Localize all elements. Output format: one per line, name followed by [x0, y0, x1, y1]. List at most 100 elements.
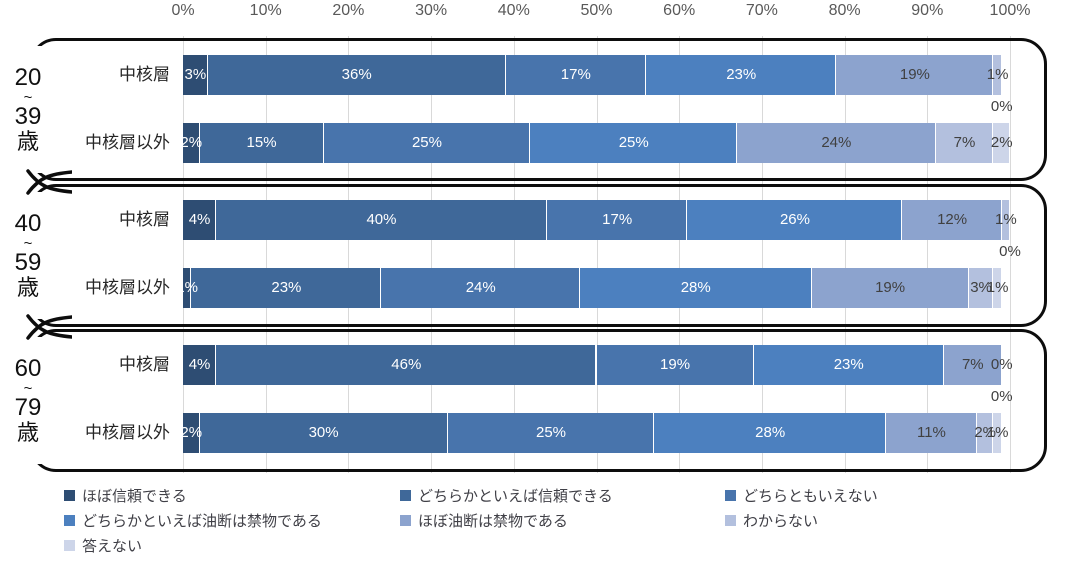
age-label-line: 歳	[16, 420, 39, 446]
group-divider-chevron-icon	[16, 167, 74, 197]
bar-segment	[596, 345, 754, 385]
bar-segment	[546, 200, 688, 240]
bar-segment-value-label: 40%	[366, 211, 397, 228]
bar-segment	[993, 268, 1002, 308]
age-label-line: ~	[23, 234, 33, 252]
legend-label: わからない	[743, 513, 819, 530]
bar-segment-value-label: 0%	[990, 356, 1013, 373]
bar-segment-value-label: 19%	[899, 66, 930, 83]
bar-segment	[183, 413, 200, 453]
x-axis-tick-label: 70%	[745, 2, 778, 19]
age-group-label: 40 ~59 歳	[5, 192, 51, 319]
bar-segment	[902, 200, 1002, 240]
bar-segment	[737, 123, 936, 163]
bar-segment	[381, 268, 580, 308]
gridline	[183, 36, 184, 473]
bar-segment-value-label: 2%	[974, 424, 997, 441]
x-axis-tick-label: 40%	[497, 2, 530, 19]
x-axis-tick-label: 50%	[580, 2, 613, 19]
bar-segment	[654, 413, 886, 453]
bar-segment-value-label: 7%	[961, 356, 984, 373]
bar-segment-value-label: 2%	[180, 134, 203, 151]
bar-segment-value-label: 17%	[602, 211, 633, 228]
gridline	[1010, 36, 1011, 473]
bar-segment-value-label: 0%	[990, 98, 1013, 115]
bar-segment	[976, 413, 994, 453]
bar-segment	[811, 268, 969, 308]
bar-segment	[687, 200, 903, 240]
bar-segment	[530, 123, 738, 163]
bar-segment-value-label: 1%	[986, 424, 1009, 441]
gridline	[761, 36, 763, 473]
bar-segment	[993, 413, 1002, 453]
legend-label: どちらともいえない	[743, 488, 878, 505]
legend-swatch	[64, 490, 75, 501]
bar-segment-value-label: 2%	[180, 424, 203, 441]
bar-segment-value-label: 23%	[833, 356, 864, 373]
age-group-label: 20 ~39 歳	[5, 46, 51, 173]
bar-segment	[183, 268, 192, 308]
bar-segment-value-label: 24%	[465, 279, 496, 296]
bar-segment	[993, 55, 1002, 95]
bar-segment-value-label: 19%	[660, 356, 691, 373]
bar-segment	[753, 345, 944, 385]
legend-label: どちらかといえば信頼できる	[418, 488, 613, 505]
legend-item: どちらともいえない	[725, 485, 1054, 506]
category-label: 中核層以外	[85, 133, 170, 152]
age-label-line: 59	[14, 249, 42, 277]
bar-segment	[216, 200, 547, 240]
legend-label: ほぼ油断は禁物である	[418, 513, 568, 530]
bar-segment-value-label: 46%	[391, 356, 422, 373]
age-label-line: 39	[14, 103, 42, 131]
bar-segment	[579, 268, 812, 308]
legend-item: どちらかといえば信頼できる	[400, 485, 725, 506]
gridline	[844, 36, 846, 473]
legend-swatch	[400, 515, 411, 526]
x-axis-tick-label: 0%	[171, 2, 195, 19]
age-label-line: 20	[14, 63, 42, 91]
bar-segment	[943, 345, 1002, 385]
bar-segment-value-label: 23%	[271, 279, 302, 296]
legend-swatch	[64, 540, 75, 551]
bar-segment	[199, 123, 324, 163]
bar-segment-value-label: 25%	[411, 134, 442, 151]
bar-segment-value-label: 17%	[560, 66, 591, 83]
x-axis-tick-label: 90%	[911, 2, 944, 19]
bar-segment	[199, 413, 448, 453]
bar-segment-value-label: 36%	[341, 66, 372, 83]
age-group-label: 60 ~79 歳	[5, 337, 51, 464]
stacked-bar: 3% 36% 17% 23% 19% 1% 0%	[183, 55, 1013, 115]
legend-item: ほぼ油断は禁物である	[400, 510, 725, 531]
bar-segment	[836, 55, 994, 95]
legend-label: ほぼ信頼できる	[82, 488, 187, 505]
bar-segment-value-label: 30%	[308, 424, 339, 441]
legend-swatch	[400, 490, 411, 501]
bar-segment	[323, 123, 531, 163]
age-label-line: ~	[23, 88, 33, 106]
legend-swatch	[64, 515, 75, 526]
legend-swatch	[725, 515, 736, 526]
bar-segment-value-label: 4%	[188, 356, 211, 373]
group-divider-chevron-icon	[16, 312, 74, 342]
gridline	[927, 36, 929, 473]
bar-segment	[993, 123, 1010, 163]
gridline	[596, 36, 598, 473]
x-axis-tick-label: 30%	[415, 2, 448, 19]
bar-segment	[505, 55, 647, 95]
gridline	[431, 36, 433, 473]
category-label: 中核層以外	[85, 423, 170, 442]
bar-segment	[885, 413, 977, 453]
bar-segment	[183, 123, 200, 163]
stacked-bar: 2% 15% 25% 25% 24% 7% 2%	[180, 123, 1013, 163]
stacked-bar: 1% 23% 24% 28% 19% 3% 1%	[176, 268, 1010, 308]
x-axis-tick-label: 20%	[332, 2, 365, 19]
bar-segment-value-label: 1%	[176, 279, 198, 296]
bar-segment-value-label: 15%	[246, 134, 277, 151]
legend-label: どちらかといえば油断は禁物である	[82, 513, 322, 530]
bar-segment-value-label: 25%	[618, 134, 649, 151]
bar-segment-value-label: 1%	[995, 211, 1017, 228]
age-label-line: 60	[14, 354, 42, 382]
category-label: 中核層以外	[85, 278, 170, 297]
gridline	[513, 36, 515, 473]
